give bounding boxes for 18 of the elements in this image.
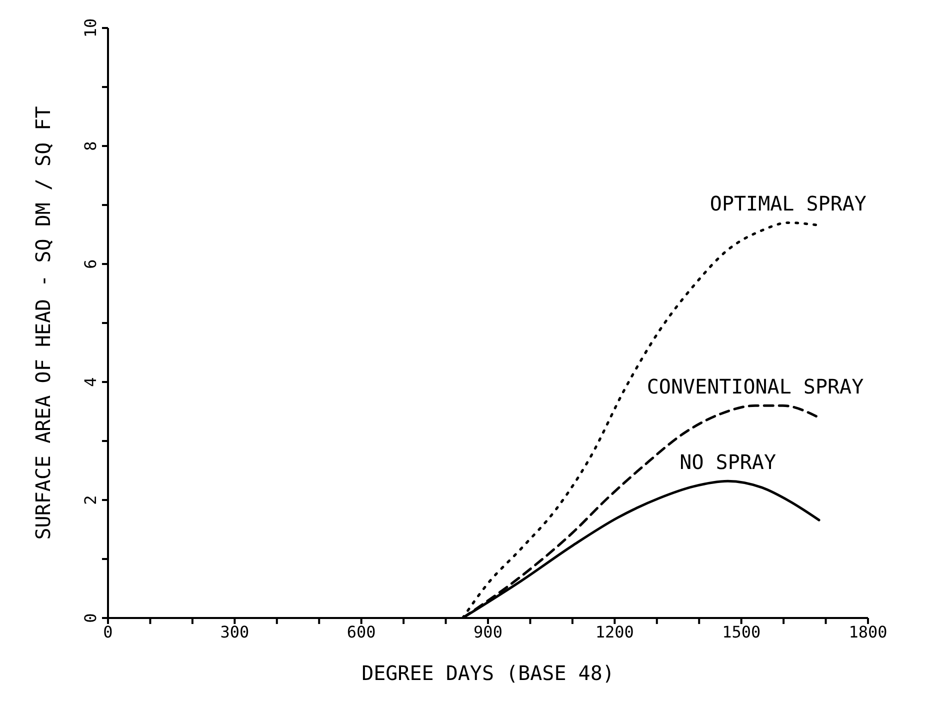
y-tick-label: 6	[81, 259, 100, 269]
x-tick-label: 0	[103, 622, 113, 642]
y-axis-title: SURFACE AREA OF HEAD - SQ DM / SQ FT	[31, 106, 56, 540]
x-tick-label: 1800	[848, 622, 888, 642]
y-tick-label: 4	[81, 377, 100, 387]
series-label: CONVENTIONAL SPRAY	[646, 374, 864, 399]
y-tick-label: 8	[81, 141, 100, 151]
x-tick-label: 1200	[595, 622, 634, 642]
y-tick-label: 2	[81, 495, 100, 505]
series-label: OPTIMAL SPRAY	[710, 192, 866, 216]
series-label: NO SPRAY	[680, 450, 776, 474]
x-tick-label: 1500	[722, 622, 761, 642]
y-tick-label: 0	[81, 613, 100, 623]
y-tick-label: 10	[81, 18, 100, 38]
x-tick-label: 600	[346, 622, 376, 642]
x-axis-title: DEGREE DAYS (BASE 48)	[362, 661, 614, 685]
x-tick-label: 300	[220, 622, 250, 642]
x-tick-label: 900	[474, 622, 502, 642]
